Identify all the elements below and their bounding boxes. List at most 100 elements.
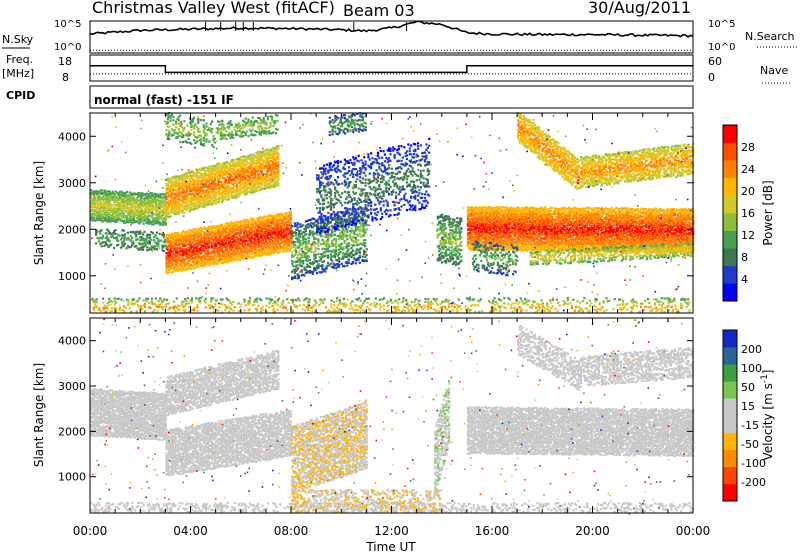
data-cell (246, 236, 250, 240)
data-cell (113, 198, 116, 201)
data-cell (100, 245, 103, 248)
data-cell (232, 133, 235, 136)
data-cell (364, 259, 367, 262)
data-cell (217, 172, 221, 175)
data-cell (179, 114, 182, 117)
data-cell (139, 194, 142, 198)
data-cell (155, 242, 158, 246)
data-cell (186, 205, 189, 208)
data-cell (271, 233, 274, 236)
data-cell (122, 234, 125, 237)
data-cell (209, 183, 212, 186)
data-cell (182, 250, 185, 253)
data-cell (217, 183, 221, 186)
data-cell (175, 256, 178, 259)
data-cell (92, 217, 95, 220)
data-cell (238, 232, 241, 235)
data-cell (120, 206, 123, 209)
data-cell (160, 217, 163, 220)
data-cell (215, 164, 218, 167)
data-cell (194, 251, 197, 255)
data-cell (275, 242, 279, 246)
data-cell (141, 194, 144, 197)
data-cell (109, 192, 112, 195)
data-cell (306, 223, 309, 227)
data-cell (161, 244, 164, 247)
data-cell (231, 245, 234, 248)
data-cell (172, 129, 175, 132)
data-cell (271, 250, 274, 253)
data-cell (165, 113, 168, 116)
data-cell (198, 189, 201, 192)
data-cell (205, 227, 208, 230)
data-cell (103, 211, 106, 215)
data-cell (223, 182, 226, 186)
data-cell (291, 225, 294, 228)
data-cell (193, 244, 196, 247)
data-cell (315, 267, 319, 270)
data-cell (182, 186, 185, 190)
data-cell (244, 254, 247, 257)
data-cell (325, 163, 328, 166)
data-cell (191, 181, 194, 184)
data-cell (110, 210, 113, 213)
data-cell (259, 174, 262, 177)
data-cell (309, 219, 312, 222)
data-cell (187, 239, 190, 242)
data-cell (197, 239, 200, 242)
data-cell (245, 178, 248, 181)
data-cell (361, 258, 364, 262)
data-cell (188, 200, 192, 203)
data-cell (252, 189, 255, 192)
data-cell (228, 235, 232, 238)
beam-label: Beam 03 (343, 1, 415, 20)
data-cell (321, 253, 324, 256)
data-cell (284, 245, 287, 248)
data-cell (211, 244, 214, 247)
data-cell (324, 167, 327, 170)
data-cell (208, 257, 211, 260)
data-cell (262, 129, 265, 133)
data-cell (289, 218, 292, 221)
data-cell (251, 229, 254, 232)
data-cell (176, 135, 179, 139)
data-cell (313, 268, 316, 271)
data-cell (230, 180, 233, 183)
data-cell (213, 190, 216, 194)
data-cell (148, 220, 151, 223)
data-cell (124, 242, 127, 245)
data-cell (240, 228, 243, 231)
noise-left-tick-top: 10^5 (54, 19, 81, 30)
data-cell (165, 254, 168, 257)
data-cell (318, 233, 321, 236)
data-cell (277, 236, 280, 239)
data-cell (190, 235, 193, 238)
data-cell (148, 203, 151, 206)
data-cell (331, 231, 334, 234)
data-cell (275, 213, 279, 217)
data-cell (201, 244, 204, 247)
data-cell (176, 250, 179, 253)
data-cell (240, 254, 243, 257)
data-cell (204, 134, 207, 137)
data-cell (351, 239, 354, 242)
data-cell (231, 179, 234, 182)
data-cell (102, 214, 105, 218)
data-cell (289, 239, 292, 242)
data-cell (213, 231, 216, 234)
data-cell (161, 233, 164, 236)
data-cell (241, 242, 244, 245)
data-cell (246, 248, 250, 251)
data-cell (273, 246, 276, 249)
data-cell (231, 196, 234, 200)
data-cell (253, 234, 256, 237)
data-cell (321, 255, 324, 259)
data-cell (172, 232, 175, 235)
data-cell (227, 225, 230, 228)
data-cell (168, 137, 171, 141)
data-cell (281, 217, 284, 220)
data-cell (234, 231, 237, 234)
data-cell (149, 201, 152, 204)
data-cell (332, 238, 335, 241)
data-cell (304, 259, 307, 262)
